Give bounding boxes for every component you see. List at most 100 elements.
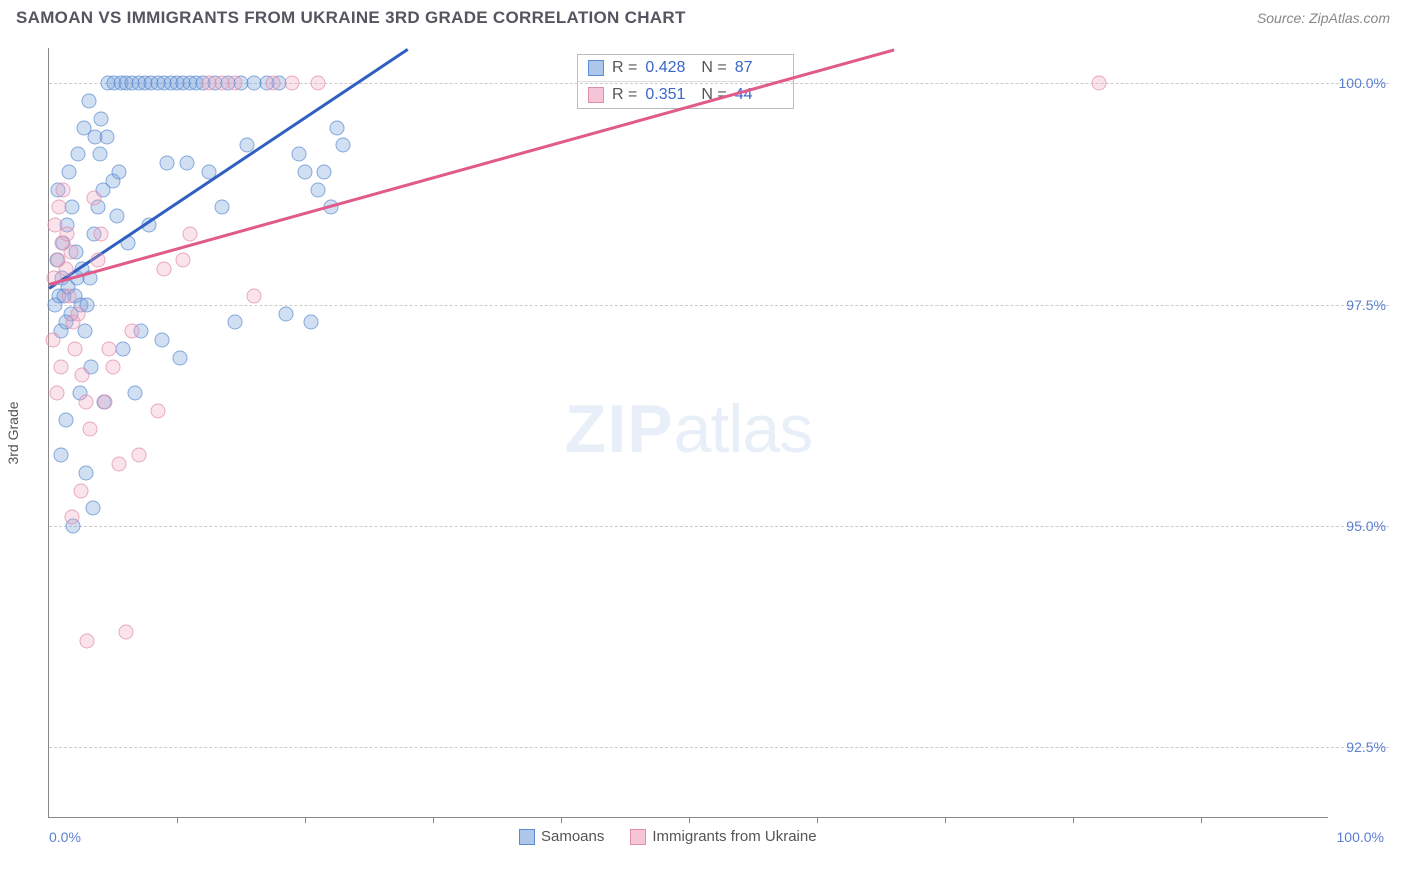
n-value-ukraine: 44	[735, 86, 783, 104]
x-tick	[561, 817, 562, 823]
scatter-point	[109, 209, 124, 224]
scatter-point	[1091, 76, 1106, 91]
scatter-point	[93, 147, 108, 162]
scatter-point	[298, 164, 313, 179]
swatch-blue-icon	[588, 60, 604, 76]
gridline	[49, 747, 1389, 748]
x-tick	[1073, 817, 1074, 823]
scatter-point	[58, 262, 73, 277]
x-tick	[1201, 817, 1202, 823]
r-value-samoans: 0.428	[645, 59, 693, 77]
scatter-point	[67, 341, 82, 356]
scatter-point	[52, 200, 67, 215]
bottom-legend: Samoans Immigrants from Ukraine	[519, 828, 817, 845]
scatter-point	[71, 147, 86, 162]
scatter-point	[81, 94, 96, 109]
scatter-point	[116, 341, 131, 356]
x-axis-min-label: 0.0%	[49, 829, 81, 845]
legend-item-ukraine: Immigrants from Ukraine	[630, 828, 816, 845]
legend-item-samoans: Samoans	[519, 828, 604, 845]
scatter-point	[127, 386, 142, 401]
scatter-point	[317, 164, 332, 179]
scatter-point	[74, 483, 89, 498]
scatter-point	[59, 226, 74, 241]
watermark: ZIPatlas	[565, 390, 812, 468]
swatch-pink-icon	[630, 829, 646, 845]
scatter-point	[85, 501, 100, 516]
scatter-point	[49, 386, 64, 401]
y-tick-label: 95.0%	[1332, 518, 1386, 534]
scatter-point	[80, 633, 95, 648]
gridline	[49, 526, 1389, 527]
gridline	[49, 305, 1389, 306]
scatter-point	[90, 253, 105, 268]
stats-row-samoans: R = 0.428 N = 87	[578, 55, 793, 81]
scatter-point	[180, 156, 195, 171]
scatter-point	[112, 164, 127, 179]
r-value-ukraine: 0.351	[645, 86, 693, 104]
y-tick-label: 92.5%	[1332, 739, 1386, 755]
scatter-plot: 3rd Grade 0.0% 100.0% ZIPatlas R = 0.428…	[48, 48, 1328, 818]
swatch-blue-icon	[519, 829, 535, 845]
scatter-point	[112, 456, 127, 471]
scatter-point	[330, 120, 345, 135]
scatter-point	[53, 448, 68, 463]
scatter-point	[150, 403, 165, 418]
scatter-point	[310, 182, 325, 197]
x-tick	[945, 817, 946, 823]
x-axis-max-label: 100.0%	[1337, 829, 1384, 845]
correlation-stats-box: R = 0.428 N = 87 R = 0.351 N = 44	[577, 54, 794, 109]
scatter-point	[227, 76, 242, 91]
scatter-point	[65, 510, 80, 525]
source-attribution: Source: ZipAtlas.com	[1257, 10, 1390, 26]
scatter-point	[94, 111, 109, 126]
scatter-point	[336, 138, 351, 153]
scatter-point	[278, 306, 293, 321]
scatter-point	[214, 200, 229, 215]
x-tick	[817, 817, 818, 823]
scatter-point	[285, 76, 300, 91]
scatter-point	[106, 359, 121, 374]
scatter-point	[291, 147, 306, 162]
scatter-point	[79, 465, 94, 480]
scatter-point	[157, 262, 172, 277]
chart-area: 3rd Grade 0.0% 100.0% ZIPatlas R = 0.428…	[48, 48, 1388, 818]
scatter-point	[304, 315, 319, 330]
scatter-point	[58, 412, 73, 427]
scatter-point	[266, 76, 281, 91]
scatter-point	[154, 333, 169, 348]
y-axis-title: 3rd Grade	[5, 401, 21, 464]
swatch-pink-icon	[588, 87, 604, 103]
scatter-point	[310, 76, 325, 91]
scatter-point	[159, 156, 174, 171]
scatter-point	[71, 306, 86, 321]
x-tick	[305, 817, 306, 823]
scatter-point	[172, 350, 187, 365]
scatter-point	[56, 182, 71, 197]
scatter-point	[102, 341, 117, 356]
n-value-samoans: 87	[735, 59, 783, 77]
scatter-point	[82, 421, 97, 436]
scatter-point	[86, 191, 101, 206]
scatter-point	[118, 625, 133, 640]
scatter-point	[227, 315, 242, 330]
scatter-point	[131, 448, 146, 463]
scatter-point	[62, 288, 77, 303]
scatter-point	[88, 129, 103, 144]
scatter-point	[94, 226, 109, 241]
scatter-point	[62, 164, 77, 179]
scatter-point	[246, 288, 261, 303]
scatter-point	[125, 324, 140, 339]
scatter-point	[176, 253, 191, 268]
scatter-point	[63, 244, 78, 259]
scatter-point	[45, 333, 60, 348]
y-tick-label: 97.5%	[1332, 297, 1386, 313]
x-tick	[177, 817, 178, 823]
scatter-point	[182, 226, 197, 241]
x-tick	[689, 817, 690, 823]
scatter-point	[98, 395, 113, 410]
x-tick	[433, 817, 434, 823]
y-tick-label: 100.0%	[1332, 75, 1386, 91]
chart-title: SAMOAN VS IMMIGRANTS FROM UKRAINE 3RD GR…	[16, 8, 686, 28]
scatter-point	[53, 359, 68, 374]
